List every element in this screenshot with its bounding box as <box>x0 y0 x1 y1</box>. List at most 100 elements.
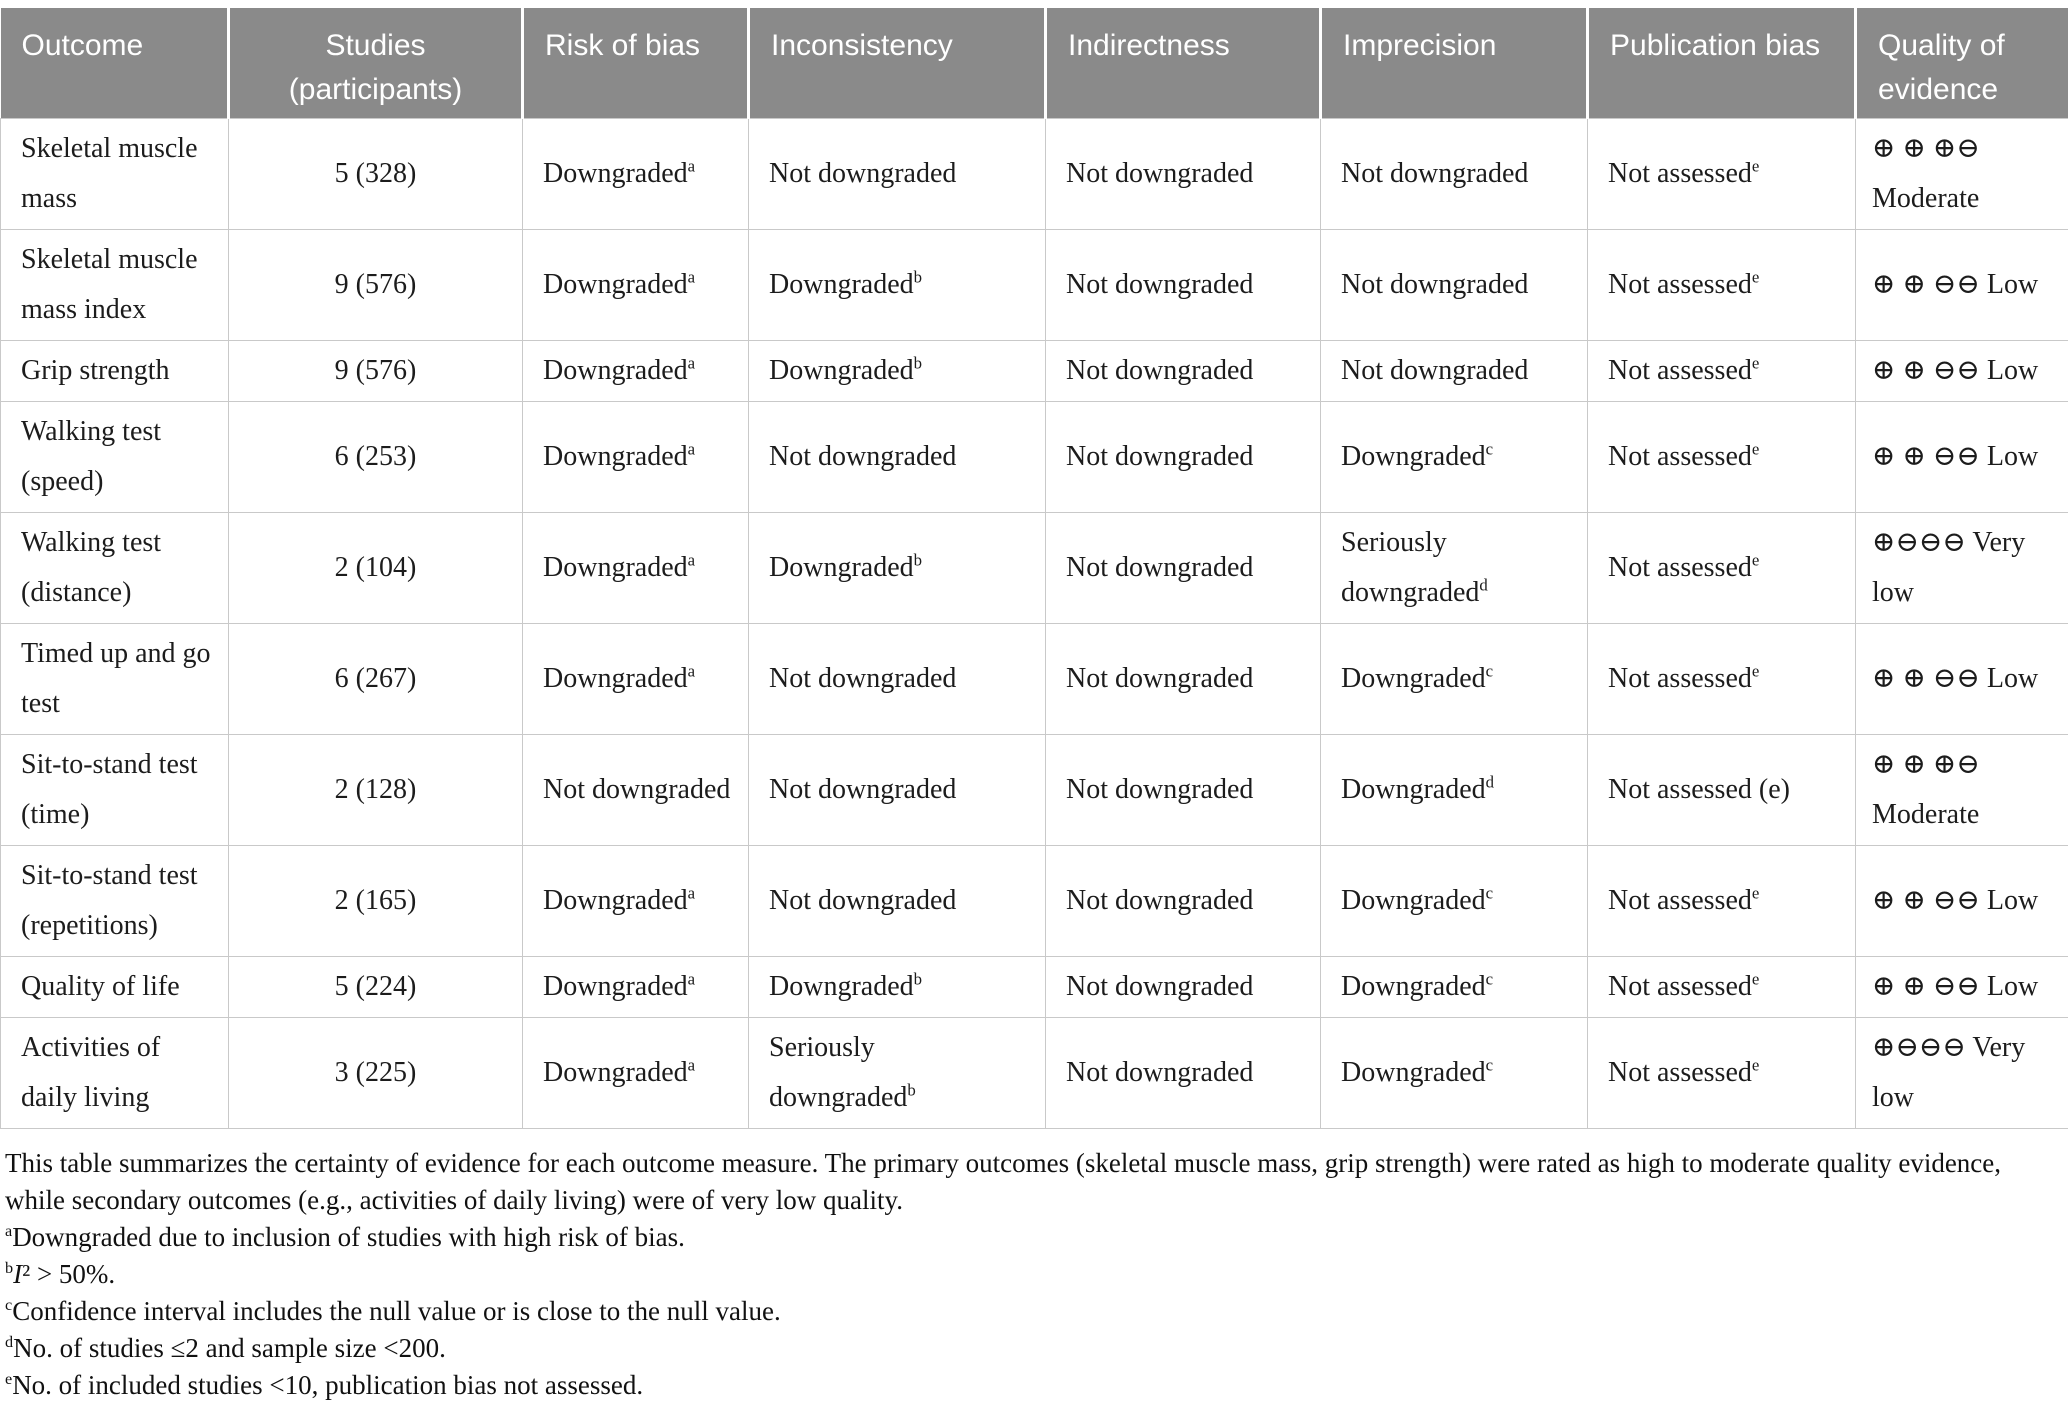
cell-studies: 3 (225) <box>228 1016 523 1129</box>
cell-inconsistency: Not downgraded <box>748 117 1046 230</box>
cell-outcome: Sit-to-stand test (repetitions) <box>0 844 229 957</box>
cell-text: Downgraded <box>769 268 914 300</box>
cell-inconsistency: Downgradedb <box>748 955 1046 1018</box>
cell-imprecision: Downgradedc <box>1320 622 1588 735</box>
cell-text: Not assessed <box>1608 354 1752 386</box>
cell-risk-of-bias: Downgradeda <box>522 844 749 957</box>
footnote-text: Downgraded due to inclusion of studies w… <box>12 1221 685 1252</box>
footnote-marker: c <box>1485 883 1494 903</box>
cell-quality: ⊕ ⊕ ⊖⊖ Low <box>1855 339 2068 402</box>
cell-text: ⊕ ⊕ ⊕⊖ Moderate <box>1872 132 1980 214</box>
cell-text: Downgraded <box>543 157 688 189</box>
cell-indirectness: Not downgraded <box>1045 733 1321 846</box>
cell-text: 6 (253) <box>334 440 417 472</box>
table-notes: This table summarizes the certainty of e… <box>0 1129 2068 1404</box>
column-header-risk-of-bias: Risk of bias <box>522 8 750 118</box>
cell-outcome: Timed up and go test <box>0 622 229 735</box>
cell-imprecision: Not downgraded <box>1320 117 1588 230</box>
footnote-marker: d <box>1479 575 1488 595</box>
cell-text: Not downgraded <box>1066 268 1254 300</box>
cell-text: Not downgraded <box>769 157 957 189</box>
cell-risk-of-bias: Downgradeda <box>522 339 749 402</box>
column-header-imprecision: Imprecision <box>1320 8 1589 118</box>
footnote-marker: e <box>1751 969 1760 989</box>
footnote-marker: b <box>913 550 923 570</box>
cell-risk-of-bias: Downgradeda <box>522 228 749 341</box>
cell-risk-of-bias: Downgradeda <box>522 400 749 513</box>
footnote-c: cConfidence interval includes the null v… <box>5 1293 2060 1330</box>
cell-inconsistency: Not downgraded <box>748 400 1046 513</box>
cell-text: Downgraded <box>1341 1056 1486 1088</box>
footnote-marker: e <box>1751 439 1760 459</box>
footnote-marker: e <box>5 1369 13 1388</box>
footnote-marker: d <box>1485 772 1495 792</box>
cell-text: Downgraded <box>543 268 688 300</box>
cell-text: Not downgraded <box>1066 1056 1254 1088</box>
cell-text: Sit-to-stand test (repetitions) <box>21 859 198 941</box>
column-header-inconsistency: Inconsistency <box>748 8 1047 118</box>
cell-inconsistency: Seriously downgradedb <box>748 1016 1046 1129</box>
footnote-marker: e <box>1751 1055 1760 1075</box>
footnote-marker: d <box>5 1332 14 1351</box>
cell-text: Downgraded <box>769 551 914 583</box>
cell-text: Not downgraded <box>769 773 957 805</box>
cell-risk-of-bias: Downgradeda <box>522 622 749 735</box>
column-header-indirectness: Indirectness <box>1045 8 1322 118</box>
table-row: Skeletal muscle mass index 9 (576) Downgra… <box>0 228 2068 341</box>
cell-indirectness: Not downgraded <box>1045 117 1321 230</box>
cell-indirectness: Not downgraded <box>1045 339 1321 402</box>
cell-text: Seriously downgraded <box>769 1031 908 1113</box>
cell-studies: 2 (128) <box>228 733 523 846</box>
table-row: Grip strength 9 (576) Downgradeda Downgrade… <box>0 339 2068 402</box>
cell-text: Quality of life <box>21 970 180 1002</box>
table-row: Skeletal muscle mass 5 (328) Downgradeda No… <box>0 117 2068 230</box>
cell-outcome: Quality of life <box>0 955 229 1018</box>
footnote-marker: e <box>1751 550 1760 570</box>
header-row: Outcome Studies (participants) Risk of b… <box>0 8 2068 118</box>
cell-indirectness: Not downgraded <box>1045 228 1321 341</box>
cell-risk-of-bias: Downgradeda <box>522 117 749 230</box>
footnote-marker: a <box>687 267 696 287</box>
cell-indirectness: Not downgraded <box>1045 1016 1321 1129</box>
cell-publication-bias: Not assessede <box>1587 955 1856 1018</box>
cell-imprecision: Not downgraded <box>1320 228 1588 341</box>
footnote-marker: a <box>687 439 696 459</box>
cell-text: ⊕ ⊕ ⊖⊖ Low <box>1872 970 2039 1002</box>
cell-publication-bias: Not assessede <box>1587 844 1856 957</box>
column-header-publication-bias: Publication bias <box>1587 8 1857 118</box>
table-row: Activities of daily living 3 (225) Downgra… <box>0 1016 2068 1129</box>
cell-quality: ⊕ ⊕ ⊖⊖ Low <box>1855 400 2068 513</box>
cell-text: Not assessed <box>1608 551 1752 583</box>
cell-risk-of-bias: Not downgraded <box>522 733 749 846</box>
cell-indirectness: Not downgraded <box>1045 511 1321 624</box>
cell-text: 5 (224) <box>334 970 417 1002</box>
cell-text: Not downgraded <box>1066 970 1254 1002</box>
cell-studies: 9 (576) <box>228 228 523 341</box>
cell-text: 2 (128) <box>334 773 417 805</box>
cell-publication-bias: Not assessede <box>1587 511 1856 624</box>
cell-text: ⊕⊖⊖⊖ Very low <box>1872 526 2026 608</box>
cell-text: Not downgraded <box>1066 157 1254 189</box>
cell-imprecision: Downgradedc <box>1320 400 1588 513</box>
cell-text: Not downgraded <box>769 440 957 472</box>
footnote-marker: c <box>1485 969 1494 989</box>
cell-inconsistency: Downgradedb <box>748 228 1046 341</box>
cell-imprecision: Downgradedc <box>1320 844 1588 957</box>
cell-text: Downgraded <box>543 662 688 694</box>
cell-text: ⊕ ⊕ ⊖⊖ Low <box>1872 662 2039 694</box>
cell-publication-bias: Not assessede <box>1587 339 1856 402</box>
table-row: Timed up and go test 6 (267) Downgradeda No… <box>0 622 2068 735</box>
footnote-marker: b <box>5 1258 14 1277</box>
footnote-text: No. of studies ≤2 and sample size <200. <box>13 1332 446 1363</box>
table-row: Quality of life 5 (224) Downgradeda Downgra… <box>0 955 2068 1018</box>
footnote-marker: a <box>687 1055 696 1075</box>
cell-publication-bias: Not assessede <box>1587 1016 1856 1129</box>
cell-text: Not downgraded <box>1066 662 1254 694</box>
column-header-outcome: Outcome <box>0 8 230 118</box>
cell-outcome: Walking test (speed) <box>0 400 229 513</box>
cell-quality: ⊕⊖⊖⊖ Very low <box>1855 1016 2068 1129</box>
cell-publication-bias: Not assessede <box>1587 228 1856 341</box>
cell-inconsistency: Downgradedb <box>748 511 1046 624</box>
cell-quality: ⊕ ⊕ ⊖⊖ Low <box>1855 844 2068 957</box>
